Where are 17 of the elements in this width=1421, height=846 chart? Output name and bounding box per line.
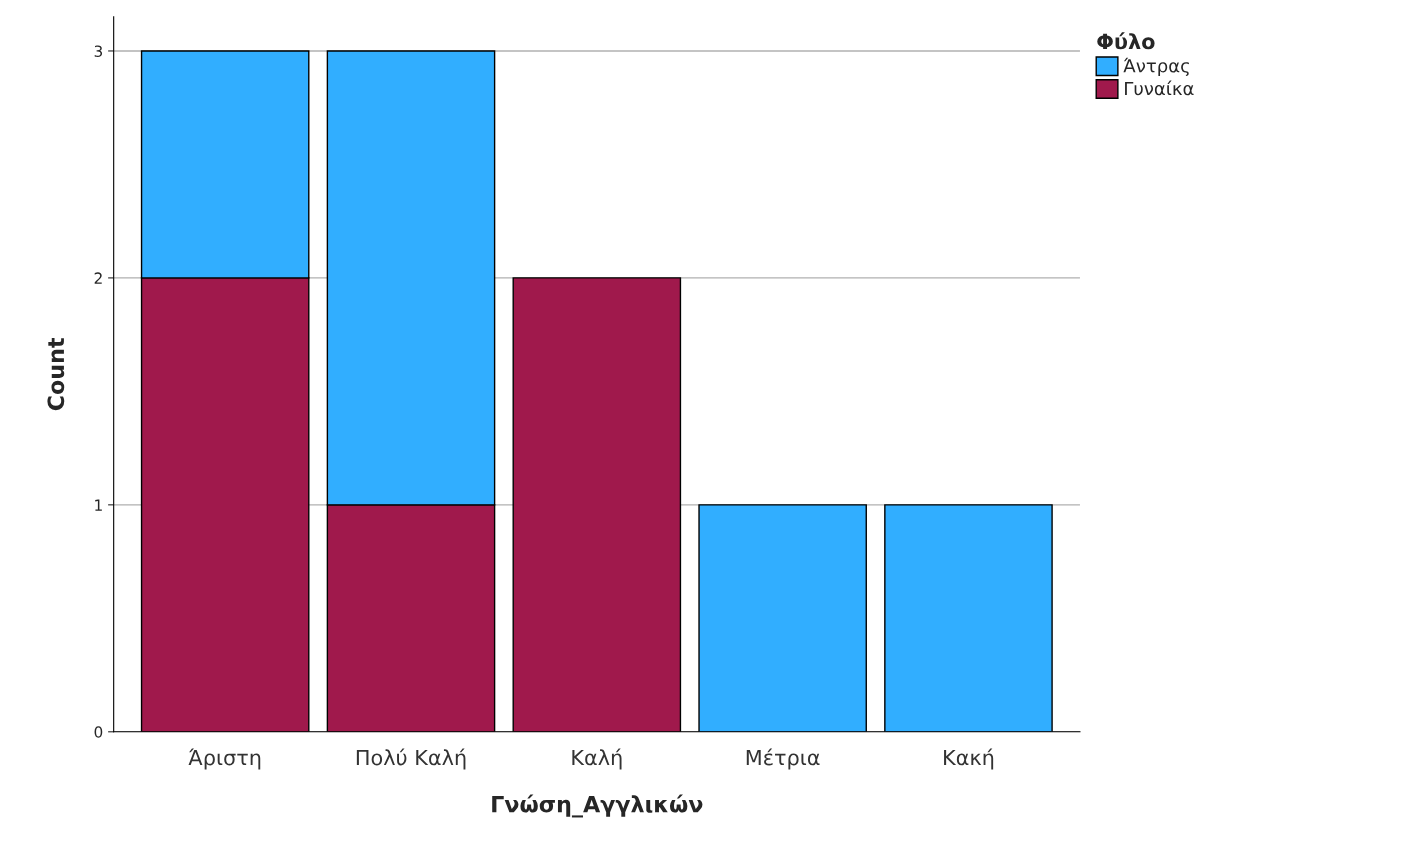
- bar: [698, 504, 867, 732]
- bar: [512, 277, 682, 732]
- bar: [884, 504, 1053, 732]
- x-tick-label: Καλή: [572, 748, 622, 770]
- legend-label: Γυναίκα: [1125, 80, 1194, 96]
- x-tick-label: Άριστη: [188, 748, 261, 770]
- y-tick-label: 0: [94, 726, 103, 738]
- y-tick-label: 2: [94, 272, 102, 284]
- x-tick-label: Κακή: [944, 748, 994, 770]
- x-tick-label: Μέτρια: [746, 748, 820, 770]
- y-tick-label: 1: [95, 499, 102, 511]
- legend-label: Άντρας: [1123, 57, 1189, 77]
- x-tick-label: Πολύ Καλή: [356, 748, 466, 770]
- y-axis-title: Count: [47, 337, 65, 411]
- x-axis-title: Γνώση_Αγγλικών: [492, 794, 703, 818]
- legend-title: Φύλο: [1097, 32, 1155, 50]
- y-tick-label: 3: [94, 45, 103, 57]
